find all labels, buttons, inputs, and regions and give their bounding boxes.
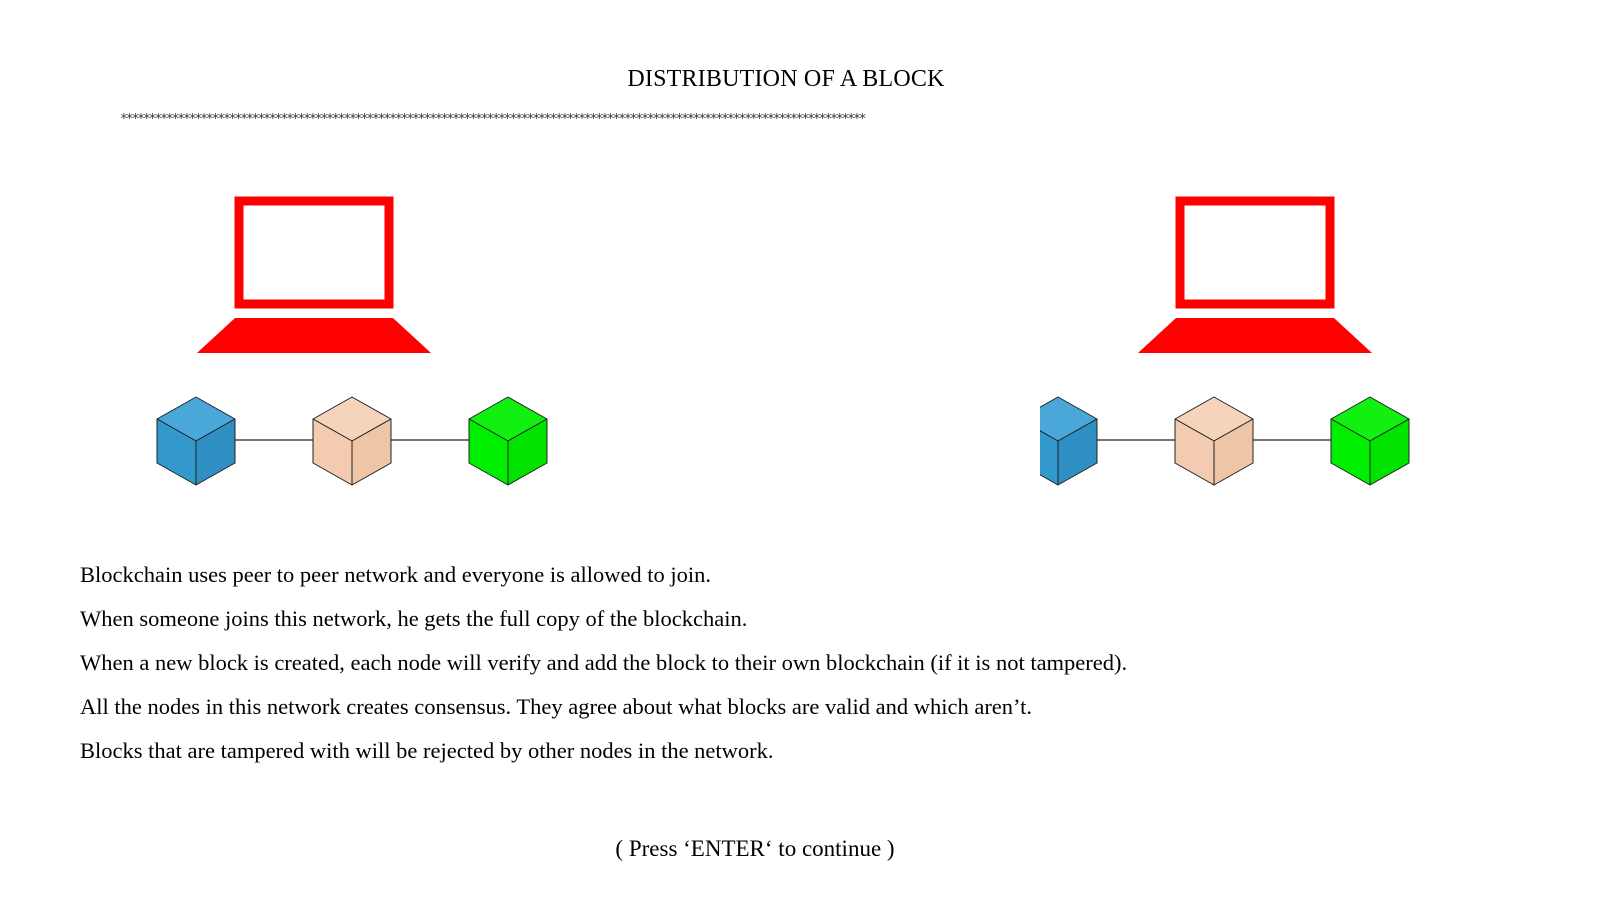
- paragraph: When someone joins this network, he gets…: [80, 606, 748, 631]
- peach-block-icon: [1174, 396, 1254, 486]
- paragraph: Blocks that are tampered with will be re…: [80, 738, 774, 763]
- node-graphic: [1040, 196, 1410, 486]
- paragraph: All the nodes in this network creates co…: [80, 694, 1033, 719]
- green-block-icon: [1330, 396, 1410, 486]
- laptop-base: [1138, 318, 1372, 353]
- paragraph: Blockchain uses peer to peer network and…: [80, 562, 712, 587]
- peach-block-icon: [312, 396, 392, 486]
- node-graphic: [156, 196, 548, 486]
- page-title: DISTRIBUTION OF A BLOCK: [627, 66, 945, 92]
- laptop-icon: [197, 196, 431, 353]
- explanation-text: Blockchain uses peer to peer network and…: [80, 562, 1530, 782]
- network-node-left: [155, 195, 575, 495]
- laptop-screen: [1175, 196, 1335, 309]
- laptop-screen: [234, 196, 394, 309]
- network-node-right: [1040, 195, 1460, 495]
- asterisk-divider: ****************************************…: [120, 112, 867, 127]
- blue-block-icon: [156, 396, 236, 486]
- green-block-icon: [468, 396, 548, 486]
- laptop-icon: [1138, 196, 1372, 353]
- blue-block-icon: [1040, 396, 1098, 486]
- laptop-base: [197, 318, 431, 353]
- paragraph: When a new block is created, each node w…: [80, 650, 1128, 675]
- continue-prompt[interactable]: ( Press ‘ENTER‘ to continue ): [615, 836, 895, 861]
